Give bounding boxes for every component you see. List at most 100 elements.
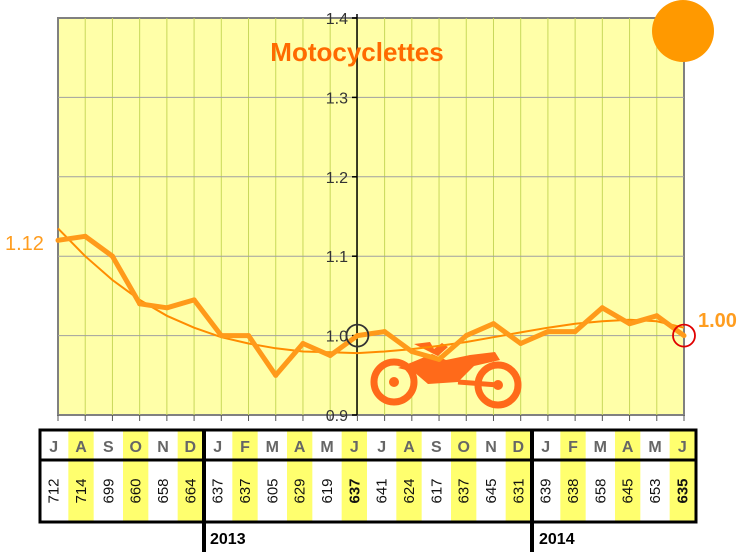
value-label: 653 <box>647 478 664 503</box>
month-label: A <box>75 439 87 456</box>
month-label: J <box>213 439 222 456</box>
value-label: 658 <box>592 478 609 503</box>
data-point <box>627 321 633 327</box>
data-point <box>109 253 115 259</box>
value-cell-bg <box>68 461 94 521</box>
month-cell-bg <box>341 431 367 459</box>
month-label: J <box>49 439 58 456</box>
value-cell-bg <box>615 461 641 521</box>
month-label: A <box>403 439 415 456</box>
month-label: J <box>678 439 687 456</box>
value-label: 645 <box>483 478 500 503</box>
month-label: O <box>457 439 469 456</box>
y-axis-ticks: 0.9 1.0 1.1 1.2 1.3 1.4 <box>326 11 357 425</box>
end-value-label: 1.00 <box>698 310 737 332</box>
month-label: J <box>541 439 550 456</box>
data-point <box>327 352 333 358</box>
value-label: 619 <box>319 478 336 503</box>
value-label: 714 <box>73 478 90 503</box>
june-2013-marker <box>345 323 370 348</box>
data-points <box>55 233 687 378</box>
value-cell-bg <box>560 461 586 521</box>
value-label: 641 <box>374 478 391 503</box>
month-label: O <box>129 439 141 456</box>
month-label: A <box>294 439 306 456</box>
value-cell-bg <box>232 461 258 521</box>
month-cell-bg <box>560 431 586 459</box>
y-tick-label: 1.0 <box>326 329 348 346</box>
plot-area <box>57 17 685 416</box>
horizontal-gridlines <box>58 96 684 337</box>
value-label: 617 <box>428 478 445 503</box>
value-label: 637 <box>456 478 473 503</box>
month-label: D <box>513 439 525 456</box>
y-tick-label: 0.9 <box>326 408 348 425</box>
data-point <box>164 305 170 311</box>
value-label: 660 <box>128 478 145 503</box>
trend-line <box>57 227 685 355</box>
year-label-2014: 2014 <box>539 531 575 548</box>
value-label: 658 <box>155 478 172 503</box>
month-label: D <box>185 439 197 456</box>
data-point <box>572 329 578 335</box>
data-point <box>490 321 496 327</box>
data-point <box>354 333 360 339</box>
value-cell-bg <box>341 461 367 521</box>
month-label: N <box>485 439 497 456</box>
data-point <box>654 313 660 319</box>
month-label: S <box>103 439 114 456</box>
y-tick-label: 1.4 <box>326 11 348 28</box>
month-cell-bg <box>68 431 94 459</box>
value-cell-bg <box>123 461 149 521</box>
value-label: 639 <box>538 478 555 503</box>
data-point <box>273 372 279 378</box>
value-label: 664 <box>182 478 199 503</box>
value-cell-bg <box>287 461 313 521</box>
data-point <box>82 233 88 239</box>
data-point <box>599 305 605 311</box>
data-point <box>246 333 252 339</box>
month-label: J <box>377 439 386 456</box>
latest-value-marker <box>672 323 696 348</box>
value-label: 624 <box>401 478 418 503</box>
data-point <box>55 237 61 243</box>
data-point <box>382 329 388 335</box>
value-cell-bg <box>396 461 422 521</box>
month-label: A <box>622 439 634 456</box>
value-label: 637 <box>346 478 363 503</box>
month-cell-bg <box>396 431 422 459</box>
data-point <box>518 341 524 347</box>
month-cell-bg <box>232 431 258 459</box>
data-point <box>218 333 224 339</box>
month-cell-bg <box>123 431 149 459</box>
value-cell-bg <box>177 461 203 521</box>
y-tick-label: 1.3 <box>326 90 348 107</box>
value-label: 699 <box>100 478 117 503</box>
month-label: M <box>320 439 333 456</box>
month-cell-bg <box>615 431 641 459</box>
data-point <box>191 297 197 303</box>
data-point <box>137 301 143 307</box>
value-cell-bg <box>669 461 695 521</box>
month-cell-bg <box>177 431 203 459</box>
month-label: M <box>594 439 607 456</box>
month-label: J <box>350 439 359 456</box>
data-point <box>436 356 442 362</box>
motorcycle-icon <box>370 342 522 409</box>
month-cell-bg <box>451 431 477 459</box>
month-label: M <box>648 439 661 456</box>
value-label: 637 <box>237 478 254 503</box>
value-label: 635 <box>674 478 691 503</box>
table-border <box>38 428 698 524</box>
data-point <box>300 341 306 347</box>
month-label: N <box>157 439 169 456</box>
value-label: 712 <box>46 478 63 503</box>
value-label: 631 <box>510 478 527 503</box>
x-axis-ticks <box>57 415 685 421</box>
month-label: M <box>266 439 279 456</box>
data-point <box>681 333 687 339</box>
series-line <box>57 233 686 378</box>
sun-icon <box>652 0 714 62</box>
y-tick-label: 1.2 <box>326 170 348 187</box>
